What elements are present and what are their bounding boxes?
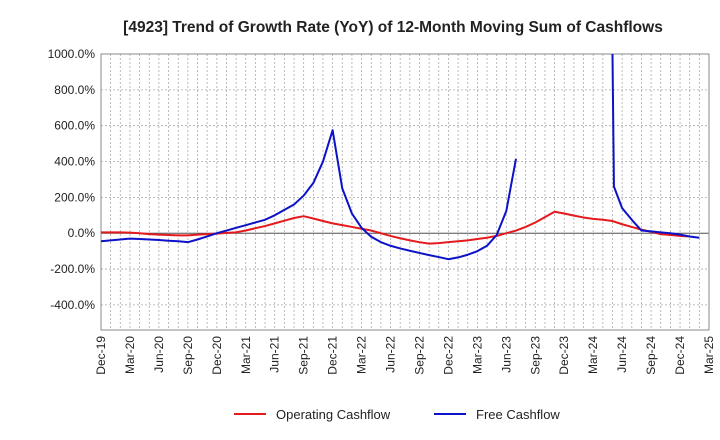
grid (100, 53, 710, 330)
x-tick-label: Sep-21 (297, 336, 311, 375)
x-tick-label: Sep-24 (644, 336, 658, 375)
legend-label: Operating Cashflow (276, 407, 391, 422)
legend-label: Free Cashflow (476, 407, 560, 422)
x-tick-label: Jun-20 (152, 336, 166, 373)
plot-area (100, 53, 710, 331)
x-tick-label: Dec-22 (441, 336, 455, 375)
y-tick-label: -400.0% (50, 298, 95, 312)
x-tick-label: Dec-19 (94, 336, 108, 375)
x-axis: Dec-19 Mar-20 Jun-20 Sep-20 Dec-20 Mar-21 Jun-… (94, 336, 716, 375)
x-tick-label: Sep-20 (181, 336, 195, 375)
x-tick-label: Mar-24 (586, 336, 600, 374)
y-tick-label: 1000.0% (48, 47, 96, 61)
legend: Operating Cashflow Free Cashflow (234, 407, 560, 422)
x-tick-label: Dec-21 (326, 336, 340, 375)
y-tick-label: 600.0% (54, 119, 95, 133)
chart-title: [4923] Trend of Growth Rate (YoY) of 12-… (123, 19, 663, 36)
x-tick-label: Mar-23 (470, 336, 484, 374)
y-axis: 1000.0% 800.0% 600.0% 400.0% 200.0% 0.0% -200.… (48, 47, 96, 312)
x-tick-label: Mar-22 (355, 336, 369, 374)
x-tick-label: Dec-20 (210, 336, 224, 375)
y-tick-label: 200.0% (54, 190, 95, 204)
x-tick-label: Jun-23 (499, 336, 513, 373)
series-line-free-cashflow (101, 53, 700, 261)
y-tick-label: 400.0% (54, 155, 95, 169)
x-tick-label: Sep-22 (412, 336, 426, 375)
series-line-operating-cashflow (101, 210, 690, 245)
x-tick-label: Mar-20 (123, 336, 137, 374)
x-tick-label: Dec-24 (673, 336, 687, 375)
series-layer (101, 53, 700, 261)
x-tick-label: Mar-25 (702, 336, 716, 374)
y-tick-label: 0.0% (68, 226, 96, 240)
y-tick-label: 800.0% (54, 83, 95, 97)
x-tick-label: Dec-23 (557, 336, 571, 375)
x-tick-label: Jun-22 (384, 336, 398, 373)
x-tick-label: Sep-23 (528, 336, 542, 375)
x-tick-label: Jun-21 (268, 336, 282, 373)
y-tick-label: -200.0% (50, 262, 95, 276)
x-tick-label: Mar-21 (239, 336, 253, 374)
x-tick-label: Jun-24 (615, 336, 629, 373)
